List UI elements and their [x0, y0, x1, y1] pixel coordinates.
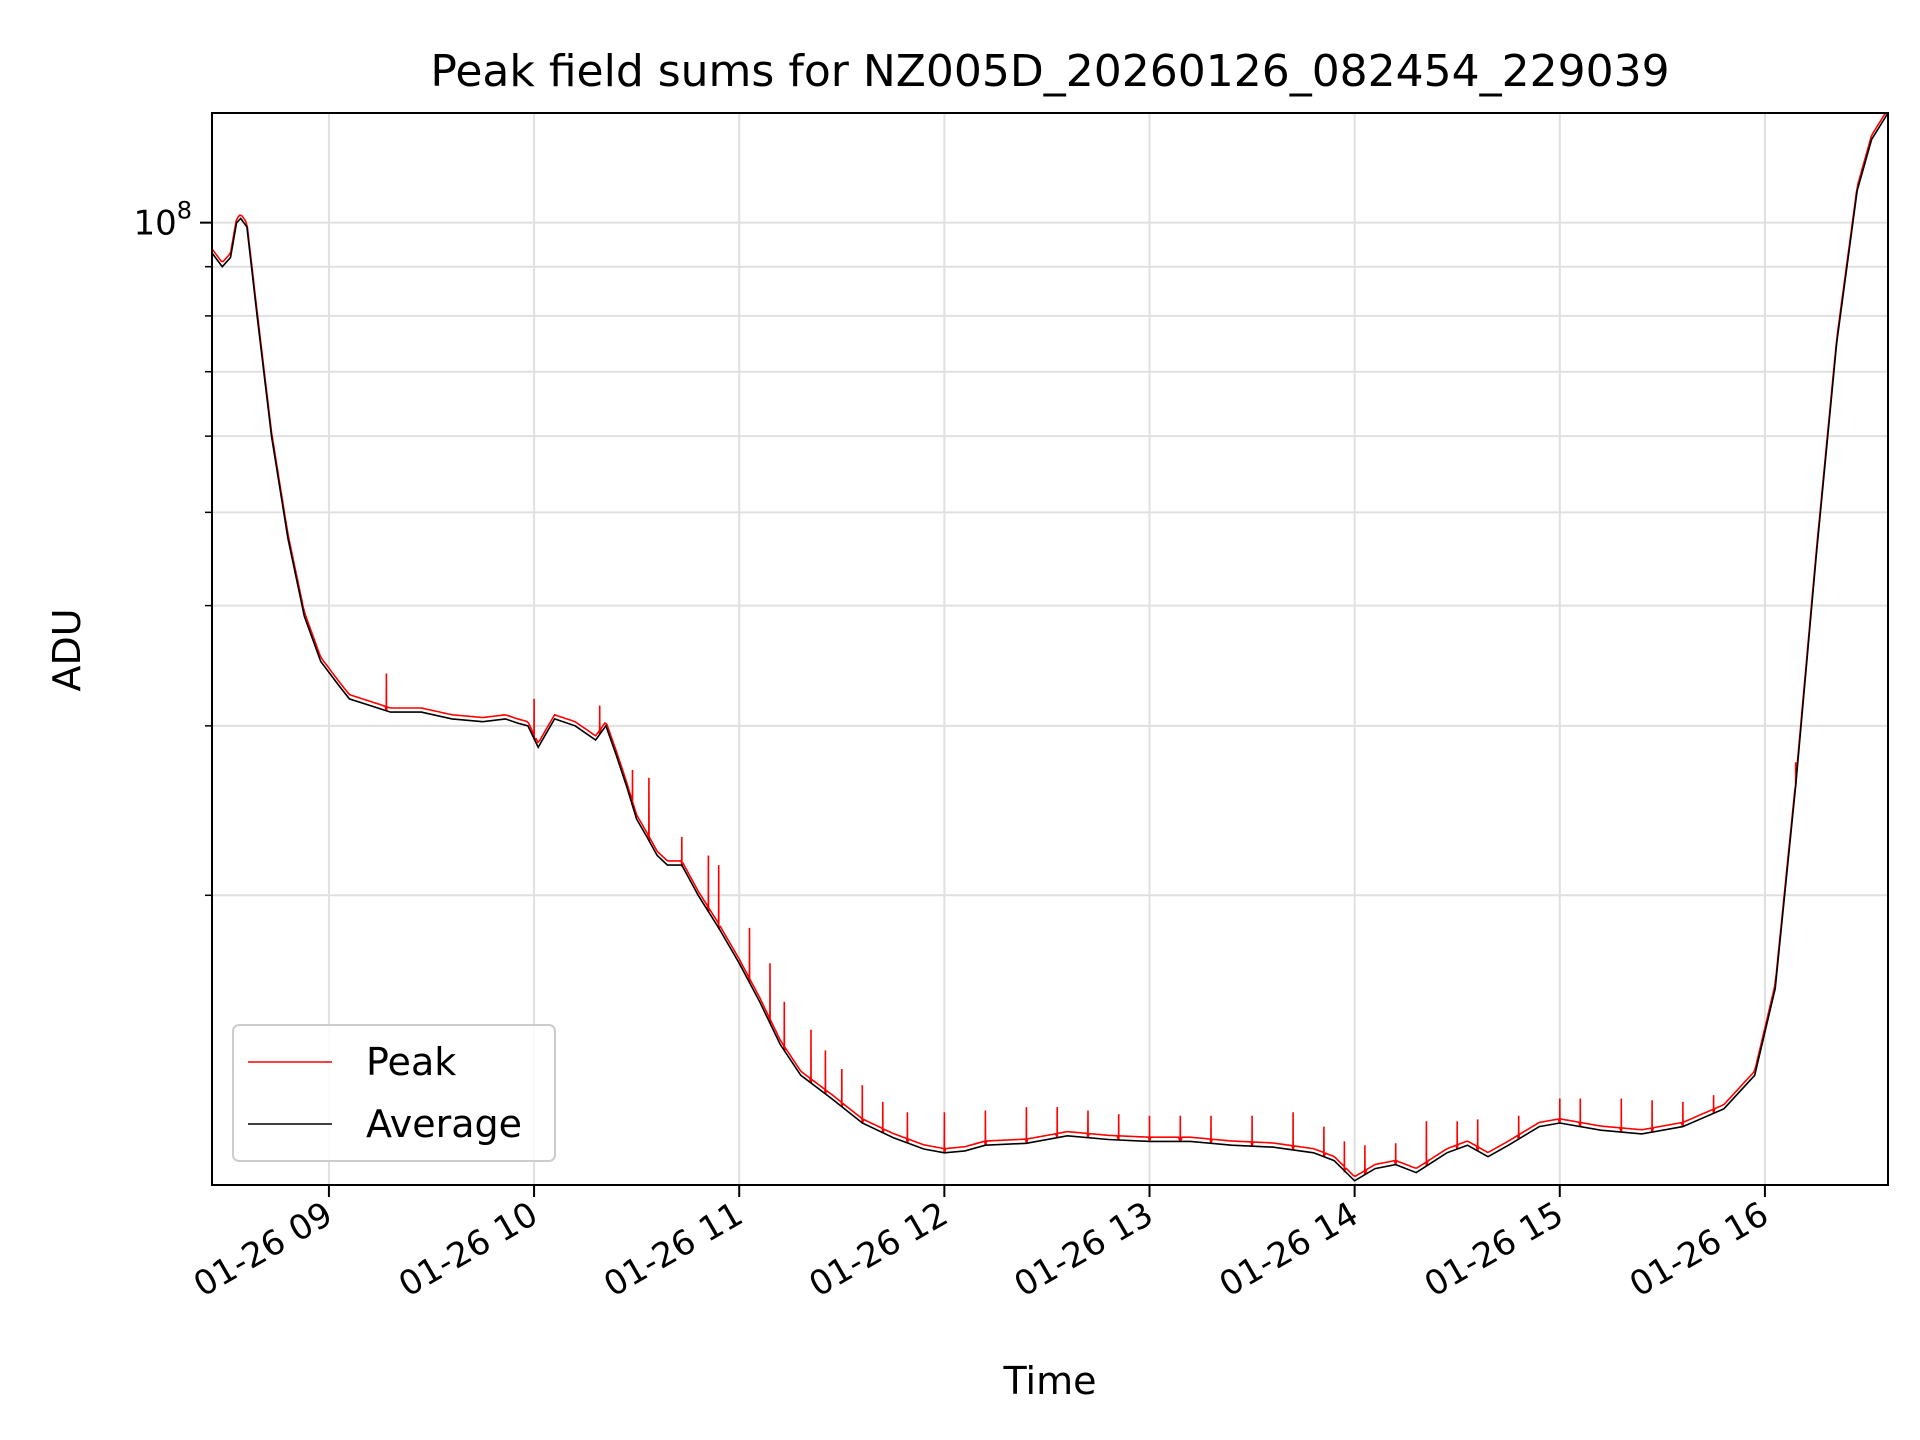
- peak-series-line: [211, 112, 1888, 1178]
- x-axis-label: Time: [1003, 1359, 1097, 1403]
- legend: Peak Average: [232, 1024, 556, 1162]
- grid-lines: [212, 113, 1888, 1185]
- legend-box: [232, 1024, 556, 1162]
- y-tick-label: 108: [133, 197, 192, 244]
- average-series-line: [211, 112, 1889, 1182]
- plot-area-frame: [211, 112, 1889, 1186]
- series-layer: [211, 112, 1889, 1182]
- legend-peak-label: Peak: [366, 1040, 456, 1084]
- chart-title: Peak field sums for NZ005D_20260126_0824…: [430, 46, 1669, 97]
- legend-average-label: Average: [366, 1102, 522, 1146]
- y-axis-label: ADU: [45, 608, 89, 691]
